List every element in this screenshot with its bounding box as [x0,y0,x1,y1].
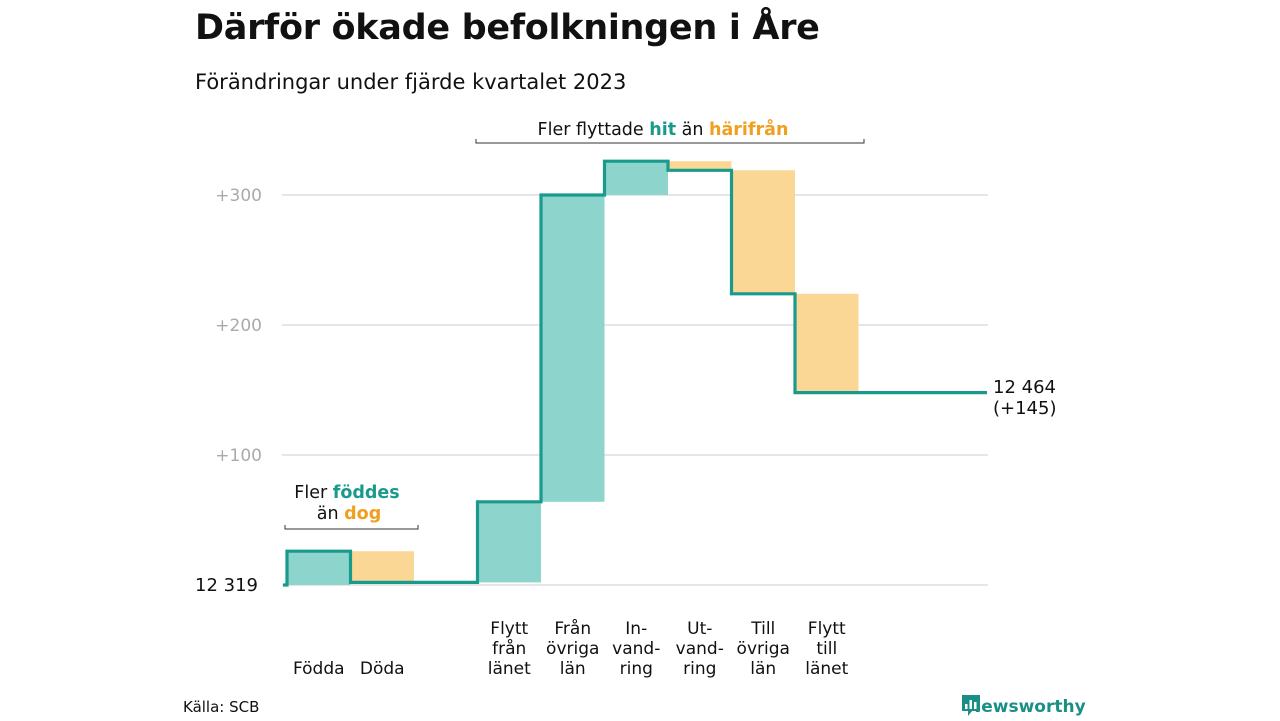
increase-bar [477,501,541,583]
migration-bracket [475,139,865,144]
x-category-label: Födda [293,659,345,679]
decrease-bar [668,161,732,171]
decrease-bar [731,170,795,294]
x-category-label: till [816,639,837,659]
births-bracket [284,525,419,530]
chart-subtitle: Förändringar under fjärde kvartalet 2023 [195,70,627,94]
y-tick-label: +200 [215,316,262,336]
x-category-label: ring [683,659,716,679]
decrease-bar [795,293,859,393]
increase-bar [604,161,668,195]
x-category-label: In- [625,619,647,639]
y-tick-label: +300 [215,186,262,206]
births-annotation: än dog [317,504,381,524]
x-category-label: Till [750,619,775,639]
bar-chart-icon [962,695,980,716]
x-category-label: Döda [360,659,405,679]
end-value-label: 12 464 [993,377,1056,398]
births-annotation: Fler föddes [294,483,399,503]
x-category-label: länet [805,659,848,679]
brand-name: Newsworthy [967,697,1086,717]
migration-annotation: Fler flyttade hit än härifrån [538,118,789,140]
increase-bar [541,195,605,502]
brand-logo: Newsworthy [960,693,1086,721]
x-category-label: från [492,638,526,659]
x-category-label: län [750,659,776,679]
decrease-bar [350,551,414,583]
y-tick-label: +100 [215,446,262,466]
x-category-label: vand- [612,639,660,659]
end-value-label: (+145) [993,398,1056,419]
x-category-label: vand- [676,639,724,659]
cumulative-step-line [283,159,987,587]
x-category-label: övriga [546,639,599,659]
x-category-label: ring [620,659,653,679]
x-category-label: länet [488,659,531,679]
x-category-label: övriga [737,639,790,659]
x-category-label: Flytt [808,619,846,639]
increase-bar [287,551,351,585]
x-category-label: Ut- [687,619,712,639]
x-category-label: Flytt [490,619,528,639]
x-category-label: län [560,659,586,679]
source-note: Källa: SCB [183,698,260,716]
x-category-label: Från [554,618,591,639]
chart-title: Därför ökade befolkningen i Åre [195,8,820,48]
start-value-label: 12 319 [195,575,258,596]
